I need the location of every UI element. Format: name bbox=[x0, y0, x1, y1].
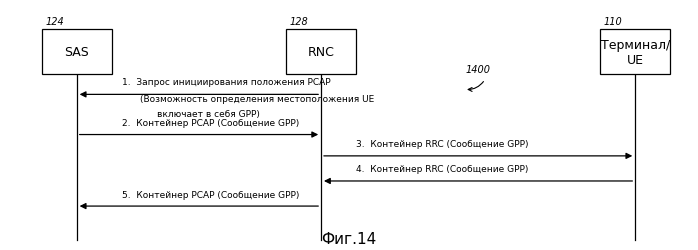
Text: 1400: 1400 bbox=[466, 65, 491, 75]
Text: включает в себя GPP): включает в себя GPP) bbox=[157, 110, 260, 119]
Text: SAS: SAS bbox=[64, 46, 89, 59]
Text: RNC: RNC bbox=[308, 46, 334, 59]
Text: 5.  Контейнер PCAP (Сообщение GPP): 5. Контейнер PCAP (Сообщение GPP) bbox=[122, 190, 299, 199]
Text: (Возможность определения местоположения UE: (Возможность определения местоположения … bbox=[140, 94, 374, 103]
Bar bbox=[600, 30, 670, 75]
Text: 1.  Запрос инициирования положения PCAP: 1. Запрос инициирования положения PCAP bbox=[122, 77, 331, 86]
Text: 4.  Контейнер RRC (Сообщение GPP): 4. Контейнер RRC (Сообщение GPP) bbox=[356, 165, 528, 174]
Text: 2.  Контейнер PCAP (Сообщение GPP): 2. Контейнер PCAP (Сообщение GPP) bbox=[122, 118, 299, 128]
Bar bbox=[286, 30, 356, 75]
Text: 110: 110 bbox=[604, 17, 623, 27]
Bar bbox=[42, 30, 112, 75]
Text: 3.  Контейнер RRC (Сообщение GPP): 3. Контейнер RRC (Сообщение GPP) bbox=[356, 140, 528, 149]
Text: Терминал/
UE: Терминал/ UE bbox=[600, 38, 670, 66]
Text: 128: 128 bbox=[290, 17, 309, 27]
Text: Фиг.14: Фиг.14 bbox=[321, 231, 377, 246]
Text: 124: 124 bbox=[45, 17, 64, 27]
